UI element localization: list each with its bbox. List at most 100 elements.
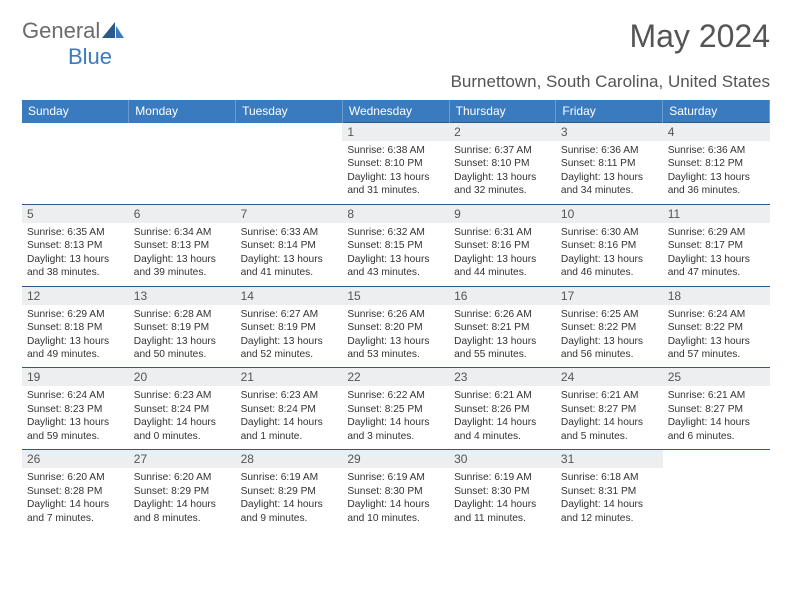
day-number: 9 — [449, 205, 556, 223]
day-number: 1 — [342, 123, 449, 141]
day-cell — [129, 123, 236, 205]
day-details: Sunrise: 6:26 AMSunset: 8:20 PMDaylight:… — [342, 305, 449, 368]
day-cell: 21Sunrise: 6:23 AMSunset: 8:24 PMDayligh… — [236, 368, 343, 450]
day-details: Sunrise: 6:31 AMSunset: 8:16 PMDaylight:… — [449, 223, 556, 286]
day-cell: 1Sunrise: 6:38 AMSunset: 8:10 PMDaylight… — [342, 123, 449, 205]
day-cell: 23Sunrise: 6:21 AMSunset: 8:26 PMDayligh… — [449, 368, 556, 450]
day-cell: 10Sunrise: 6:30 AMSunset: 8:16 PMDayligh… — [556, 204, 663, 286]
day-details: Sunrise: 6:36 AMSunset: 8:12 PMDaylight:… — [663, 141, 770, 204]
day-cell: 31Sunrise: 6:18 AMSunset: 8:31 PMDayligh… — [556, 450, 663, 531]
day-details: Sunrise: 6:19 AMSunset: 8:30 PMDaylight:… — [342, 468, 449, 531]
day-details: Sunrise: 6:36 AMSunset: 8:11 PMDaylight:… — [556, 141, 663, 204]
day-number: 6 — [129, 205, 236, 223]
day-number: 24 — [556, 368, 663, 386]
day-details: Sunrise: 6:32 AMSunset: 8:15 PMDaylight:… — [342, 223, 449, 286]
calendar-body: 1Sunrise: 6:38 AMSunset: 8:10 PMDaylight… — [22, 123, 770, 532]
day-details: Sunrise: 6:19 AMSunset: 8:29 PMDaylight:… — [236, 468, 343, 531]
day-cell: 26Sunrise: 6:20 AMSunset: 8:28 PMDayligh… — [22, 450, 129, 531]
calendar-table: SundayMondayTuesdayWednesdayThursdayFrid… — [22, 100, 770, 531]
week-row: 26Sunrise: 6:20 AMSunset: 8:28 PMDayligh… — [22, 450, 770, 531]
day-number: 16 — [449, 287, 556, 305]
day-details: Sunrise: 6:33 AMSunset: 8:14 PMDaylight:… — [236, 223, 343, 286]
location-text: Burnettown, South Carolina, United State… — [22, 72, 770, 92]
day-number: 15 — [342, 287, 449, 305]
day-cell: 11Sunrise: 6:29 AMSunset: 8:17 PMDayligh… — [663, 204, 770, 286]
week-row: 12Sunrise: 6:29 AMSunset: 8:18 PMDayligh… — [22, 286, 770, 368]
day-cell: 12Sunrise: 6:29 AMSunset: 8:18 PMDayligh… — [22, 286, 129, 368]
day-details: Sunrise: 6:28 AMSunset: 8:19 PMDaylight:… — [129, 305, 236, 368]
day-details: Sunrise: 6:29 AMSunset: 8:18 PMDaylight:… — [22, 305, 129, 368]
day-number: 7 — [236, 205, 343, 223]
day-cell: 4Sunrise: 6:36 AMSunset: 8:12 PMDaylight… — [663, 123, 770, 205]
day-cell: 19Sunrise: 6:24 AMSunset: 8:23 PMDayligh… — [22, 368, 129, 450]
dayheader-wednesday: Wednesday — [342, 100, 449, 123]
day-cell: 27Sunrise: 6:20 AMSunset: 8:29 PMDayligh… — [129, 450, 236, 531]
day-number: 29 — [342, 450, 449, 468]
day-cell: 16Sunrise: 6:26 AMSunset: 8:21 PMDayligh… — [449, 286, 556, 368]
day-details: Sunrise: 6:27 AMSunset: 8:19 PMDaylight:… — [236, 305, 343, 368]
day-number: 5 — [22, 205, 129, 223]
day-cell: 9Sunrise: 6:31 AMSunset: 8:16 PMDaylight… — [449, 204, 556, 286]
day-number: 28 — [236, 450, 343, 468]
day-cell: 13Sunrise: 6:28 AMSunset: 8:19 PMDayligh… — [129, 286, 236, 368]
day-details: Sunrise: 6:20 AMSunset: 8:28 PMDaylight:… — [22, 468, 129, 531]
day-number: 13 — [129, 287, 236, 305]
day-cell — [236, 123, 343, 205]
day-cell: 7Sunrise: 6:33 AMSunset: 8:14 PMDaylight… — [236, 204, 343, 286]
day-details: Sunrise: 6:24 AMSunset: 8:22 PMDaylight:… — [663, 305, 770, 368]
day-details: Sunrise: 6:18 AMSunset: 8:31 PMDaylight:… — [556, 468, 663, 531]
month-title: May 2024 — [629, 18, 770, 55]
day-cell: 14Sunrise: 6:27 AMSunset: 8:19 PMDayligh… — [236, 286, 343, 368]
dayheader-saturday: Saturday — [663, 100, 770, 123]
day-number: 18 — [663, 287, 770, 305]
day-number: 10 — [556, 205, 663, 223]
day-cell: 2Sunrise: 6:37 AMSunset: 8:10 PMDaylight… — [449, 123, 556, 205]
day-cell: 25Sunrise: 6:21 AMSunset: 8:27 PMDayligh… — [663, 368, 770, 450]
week-row: 19Sunrise: 6:24 AMSunset: 8:23 PMDayligh… — [22, 368, 770, 450]
day-number: 22 — [342, 368, 449, 386]
week-row: 1Sunrise: 6:38 AMSunset: 8:10 PMDaylight… — [22, 123, 770, 205]
dayheader-tuesday: Tuesday — [236, 100, 343, 123]
day-cell — [663, 450, 770, 531]
day-cell: 8Sunrise: 6:32 AMSunset: 8:15 PMDaylight… — [342, 204, 449, 286]
day-cell: 6Sunrise: 6:34 AMSunset: 8:13 PMDaylight… — [129, 204, 236, 286]
dayheader-friday: Friday — [556, 100, 663, 123]
day-cell: 28Sunrise: 6:19 AMSunset: 8:29 PMDayligh… — [236, 450, 343, 531]
day-details: Sunrise: 6:38 AMSunset: 8:10 PMDaylight:… — [342, 141, 449, 204]
sail-icon — [102, 22, 126, 40]
day-cell: 5Sunrise: 6:35 AMSunset: 8:13 PMDaylight… — [22, 204, 129, 286]
day-details: Sunrise: 6:23 AMSunset: 8:24 PMDaylight:… — [129, 386, 236, 449]
day-details: Sunrise: 6:30 AMSunset: 8:16 PMDaylight:… — [556, 223, 663, 286]
day-number: 14 — [236, 287, 343, 305]
day-number: 23 — [449, 368, 556, 386]
day-details: Sunrise: 6:20 AMSunset: 8:29 PMDaylight:… — [129, 468, 236, 531]
day-cell: 30Sunrise: 6:19 AMSunset: 8:30 PMDayligh… — [449, 450, 556, 531]
day-number: 25 — [663, 368, 770, 386]
brand-part1: General — [22, 18, 100, 43]
day-number: 2 — [449, 123, 556, 141]
day-details: Sunrise: 6:21 AMSunset: 8:27 PMDaylight:… — [556, 386, 663, 449]
day-details: Sunrise: 6:37 AMSunset: 8:10 PMDaylight:… — [449, 141, 556, 204]
brand-logo: GeneralBlue — [22, 18, 126, 70]
header: GeneralBlue May 2024 — [22, 18, 770, 70]
day-details: Sunrise: 6:19 AMSunset: 8:30 PMDaylight:… — [449, 468, 556, 531]
week-row: 5Sunrise: 6:35 AMSunset: 8:13 PMDaylight… — [22, 204, 770, 286]
day-number: 26 — [22, 450, 129, 468]
day-cell: 18Sunrise: 6:24 AMSunset: 8:22 PMDayligh… — [663, 286, 770, 368]
day-details: Sunrise: 6:23 AMSunset: 8:24 PMDaylight:… — [236, 386, 343, 449]
brand-part2: Blue — [68, 44, 112, 69]
day-details: Sunrise: 6:25 AMSunset: 8:22 PMDaylight:… — [556, 305, 663, 368]
day-number: 21 — [236, 368, 343, 386]
day-details: Sunrise: 6:21 AMSunset: 8:26 PMDaylight:… — [449, 386, 556, 449]
day-number: 11 — [663, 205, 770, 223]
day-cell: 29Sunrise: 6:19 AMSunset: 8:30 PMDayligh… — [342, 450, 449, 531]
day-details: Sunrise: 6:29 AMSunset: 8:17 PMDaylight:… — [663, 223, 770, 286]
day-cell: 3Sunrise: 6:36 AMSunset: 8:11 PMDaylight… — [556, 123, 663, 205]
day-number: 12 — [22, 287, 129, 305]
day-cell — [22, 123, 129, 205]
day-cell: 20Sunrise: 6:23 AMSunset: 8:24 PMDayligh… — [129, 368, 236, 450]
day-details: Sunrise: 6:22 AMSunset: 8:25 PMDaylight:… — [342, 386, 449, 449]
day-number: 8 — [342, 205, 449, 223]
day-number: 31 — [556, 450, 663, 468]
day-cell: 22Sunrise: 6:22 AMSunset: 8:25 PMDayligh… — [342, 368, 449, 450]
